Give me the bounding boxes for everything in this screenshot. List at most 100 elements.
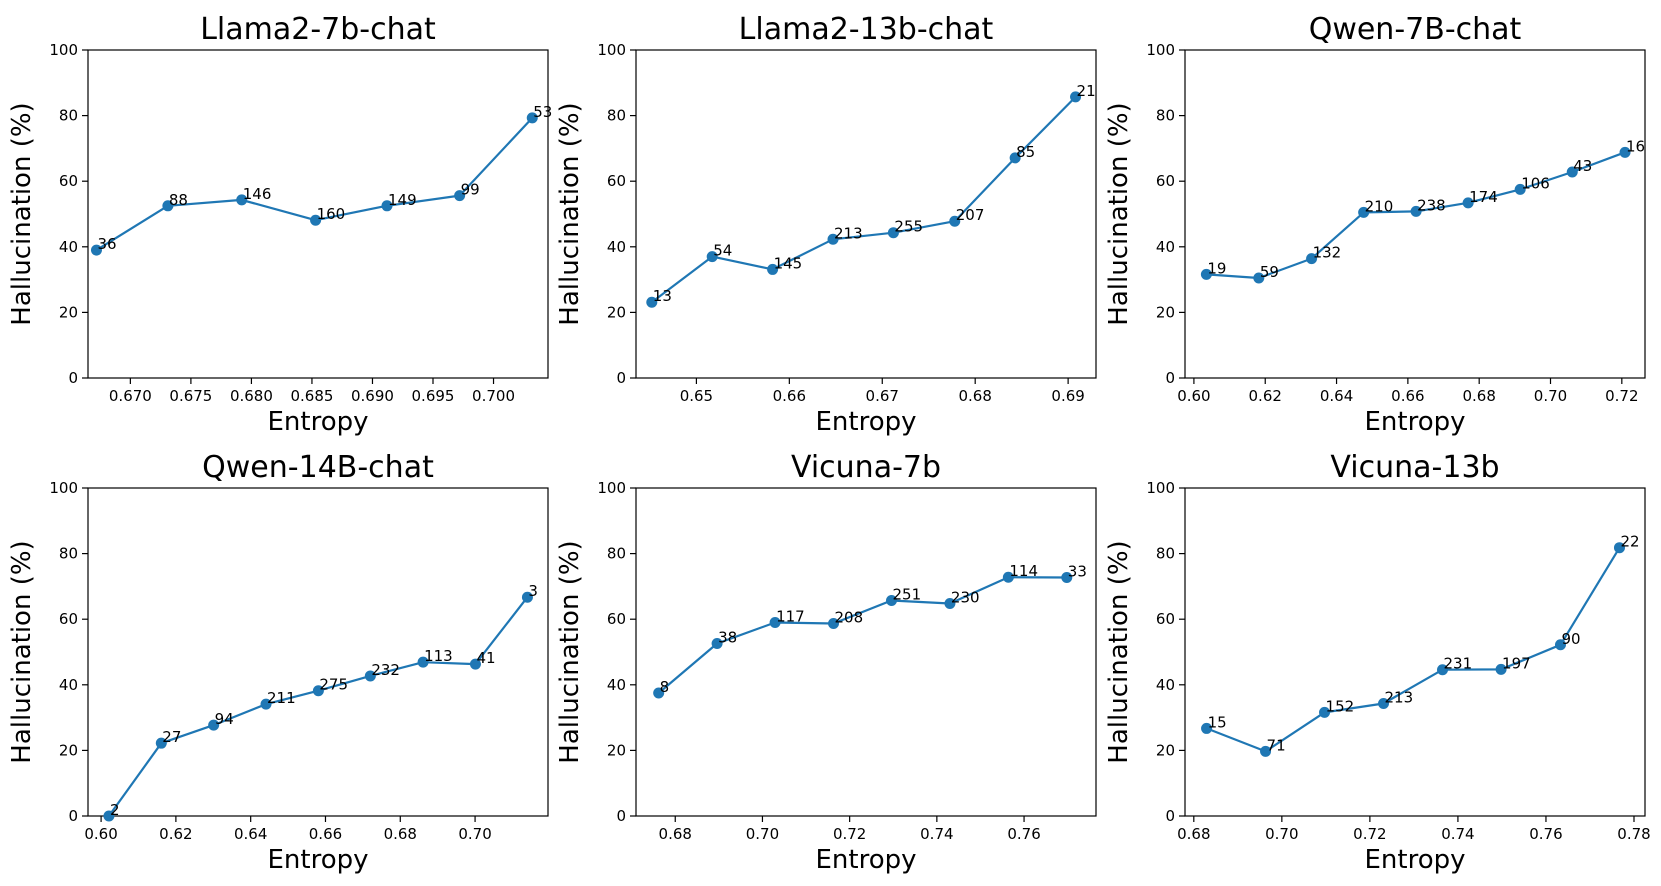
x-axis-label: Entropy (1364, 407, 1465, 437)
data-point (236, 194, 248, 206)
x-tick-label: 0.68 (659, 825, 692, 843)
data-label: 197 (1502, 654, 1531, 672)
x-tick-label: 0.70 (1265, 825, 1298, 843)
data-point (381, 200, 393, 212)
data-point (1619, 146, 1631, 158)
data-label: 106 (1521, 174, 1550, 192)
y-tick-label: 80 (59, 545, 78, 563)
data-label: 16 (1626, 137, 1645, 155)
y-tick-label: 0 (68, 807, 78, 825)
x-tick-label: 0.74 (1441, 825, 1474, 843)
data-point (364, 670, 376, 682)
axes-frame (87, 49, 549, 379)
subplot-title: Qwen-7B-chat (1309, 12, 1522, 47)
data-point (1260, 745, 1272, 757)
data-point (1437, 664, 1449, 676)
data-label: 211 (267, 689, 296, 707)
y-tick-label: 40 (59, 676, 78, 694)
data-label: 208 (835, 608, 864, 626)
data-label: 15 (1208, 713, 1227, 731)
y-tick-label: 20 (1156, 303, 1175, 321)
subplot-title: Llama2-13b-chat (739, 12, 994, 47)
data-label: 59 (1260, 263, 1279, 281)
x-tick-label: 0.68 (1462, 387, 1495, 405)
data-point (949, 215, 961, 227)
data-label: 19 (1207, 259, 1226, 277)
subplot-4: Qwen-14B-chat 0 20 40 60 80 100 0.60 0.62 0.64 0.6… (7, 450, 549, 875)
data-point (1410, 205, 1422, 217)
x-tick-label: 0.67 (866, 387, 899, 405)
y-tick-label: 60 (1156, 172, 1175, 190)
data-point (454, 190, 466, 202)
data-point (828, 617, 840, 629)
subplot-title: Qwen-14B-chat (202, 450, 434, 485)
data-label: 43 (1573, 157, 1592, 175)
y-tick-label: 40 (607, 238, 626, 256)
x-tick-label: 0.695 (412, 387, 455, 405)
x-tick-label: 0.690 (351, 387, 394, 405)
data-point (312, 685, 324, 697)
data-point (1253, 272, 1265, 284)
series-line (108, 596, 529, 817)
data-point (1378, 697, 1390, 709)
subplot-title: Vicuna-7b (791, 450, 941, 485)
x-axis-label: Entropy (815, 845, 916, 875)
y-axis-label: Hallucination (%) (7, 102, 37, 325)
x-axis-label: Entropy (1364, 845, 1465, 875)
y-tick-label: 80 (59, 107, 78, 125)
data-label: 114 (1009, 562, 1038, 580)
y-axis-label: Hallucination (%) (1104, 102, 1134, 325)
axes-frame (635, 49, 1097, 379)
y-axis-label: Hallucination (%) (1104, 540, 1134, 763)
data-point (1061, 572, 1073, 584)
y-tick-label: 100 (49, 41, 78, 59)
data-label: 22 (1620, 533, 1639, 551)
y-tick-label: 80 (1156, 545, 1175, 563)
subplot-title: Llama2-7b-chat (200, 12, 436, 47)
y-tick-label: 60 (59, 610, 78, 628)
data-label: 33 (1068, 563, 1087, 581)
y-tick-label: 40 (1156, 676, 1175, 694)
x-tick-label: 0.78 (1617, 825, 1650, 843)
y-tick-label: 100 (597, 41, 626, 59)
data-label: 251 (893, 586, 922, 604)
y-tick-label: 40 (1156, 238, 1175, 256)
axes-frame (1184, 487, 1646, 817)
x-tick-label: 0.72 (833, 825, 866, 843)
x-tick-label: 0.70 (458, 825, 491, 843)
x-tick-label: 0.685 (290, 387, 333, 405)
data-point (417, 656, 429, 668)
y-tick-label: 0 (616, 369, 626, 387)
data-point (1009, 152, 1021, 164)
data-point (1613, 542, 1625, 554)
data-point (1319, 706, 1331, 718)
data-point (469, 658, 481, 670)
x-tick-label: 0.72 (1353, 825, 1386, 843)
data-point (769, 616, 781, 628)
subplot-3: Qwen-7B-chat 0 20 40 60 80 100 0.60 0.62 0.64 0.66… (1104, 12, 1646, 437)
x-tick-label: 0.64 (1320, 387, 1353, 405)
subplot-5: Vicuna-7b 0 20 40 60 80 100 0.68 0.70 0.72 0.74 0.7… (555, 450, 1097, 875)
x-tick-label: 0.60 (84, 825, 117, 843)
y-tick-label: 20 (59, 303, 78, 321)
data-label: 54 (713, 242, 732, 260)
data-label: 213 (1385, 688, 1414, 706)
y-tick-label: 60 (607, 172, 626, 190)
y-tick-label: 100 (1146, 41, 1175, 59)
x-tick-label: 0.65 (680, 387, 713, 405)
data-point (1070, 91, 1082, 103)
series-line (657, 576, 1067, 694)
x-tick-label: 0.64 (234, 825, 267, 843)
y-tick-label: 0 (68, 369, 78, 387)
x-tick-label: 0.70 (746, 825, 779, 843)
data-point (1200, 268, 1212, 280)
data-label: 152 (1326, 697, 1355, 715)
x-tick-label: 0.68 (1177, 825, 1210, 843)
y-tick-label: 0 (1165, 369, 1175, 387)
y-axis-label: Hallucination (%) (555, 540, 585, 763)
data-label: 3 (528, 582, 538, 600)
data-point (711, 637, 723, 649)
series-line (651, 96, 1077, 304)
data-point (653, 687, 665, 699)
